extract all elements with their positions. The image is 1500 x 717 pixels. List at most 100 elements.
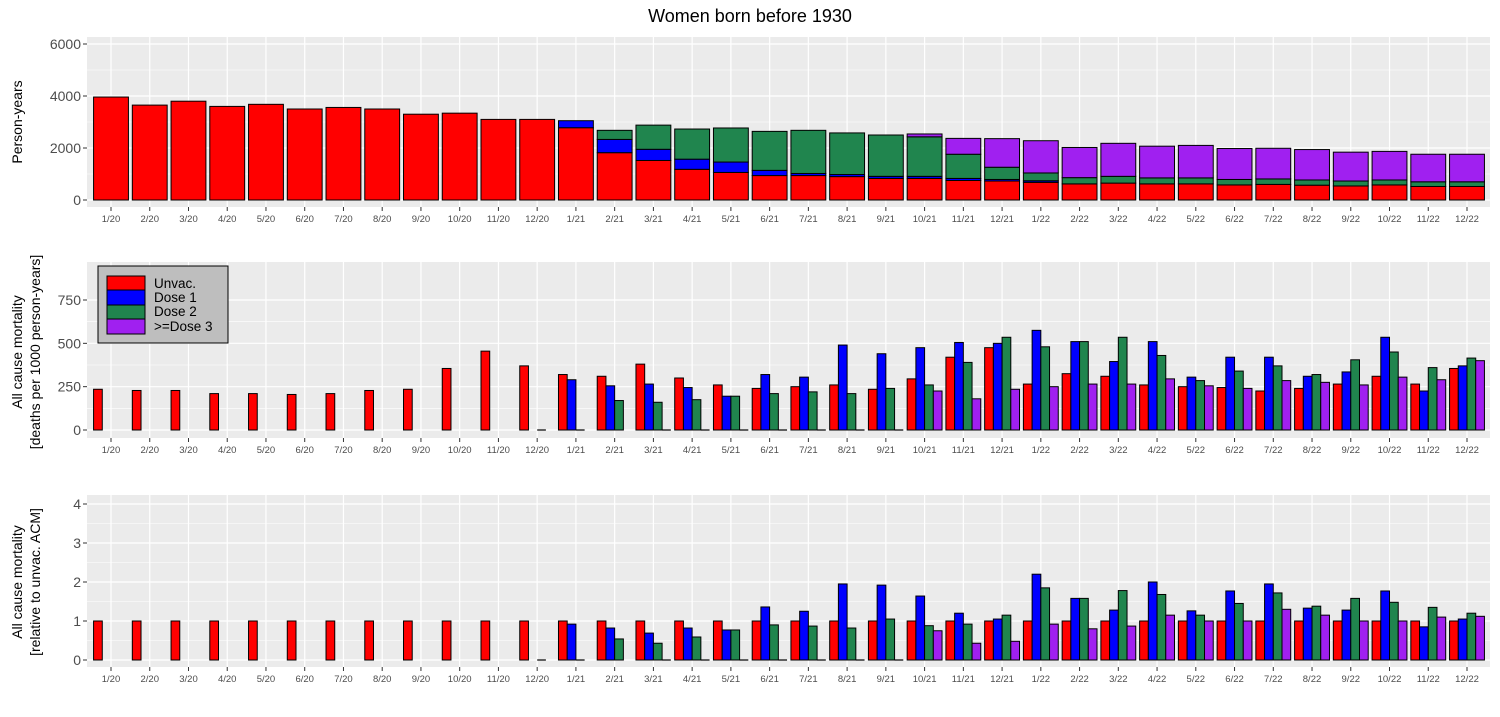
- bar-unvac-2-21: [596, 620, 607, 661]
- bar-dose-2-4-22: [1156, 354, 1167, 431]
- bar-unvac-10-22: [1371, 375, 1382, 431]
- bar-dose-1-5-21: [712, 161, 749, 173]
- bar-dose-1-1-21: [566, 623, 577, 661]
- x-tick-label: 8/21: [838, 674, 857, 685]
- bar-dose-3-5-22: [1204, 620, 1214, 661]
- bar-unvac-9-22: [1332, 620, 1343, 661]
- bar-unvac-3-21: [635, 159, 672, 201]
- bar-unvac-12-21: [984, 620, 994, 661]
- bar-dose-2-9-21: [885, 387, 896, 431]
- bar-unvac-9-21: [867, 388, 878, 431]
- bar-dose-3-4-22: [1139, 145, 1175, 179]
- x-tick-label: 11/20: [487, 445, 510, 456]
- bar-dose-2-2-22: [1079, 597, 1089, 661]
- bar-dose-1-12-22: [1457, 365, 1468, 431]
- bar-dose-3-11-22: [1410, 153, 1447, 183]
- x-tick-label: 3/21: [644, 445, 663, 456]
- x-tick-label: 9/21: [877, 214, 896, 225]
- y-tick-label: 750: [58, 292, 82, 308]
- bar-unvac-12-20: [519, 365, 529, 431]
- bar-unvac-12-21: [984, 180, 1021, 201]
- bar-dose-1-7-22: [1264, 583, 1274, 661]
- bar-dose-2-2-21: [596, 129, 633, 140]
- bar-dose-3-6-22: [1242, 620, 1253, 661]
- bar-unvac-5-21: [712, 620, 723, 661]
- x-tick-label: 1/20: [102, 674, 121, 685]
- legend-label-dose-2: Dose 2: [154, 304, 197, 319]
- x-tick-label: 3/20: [179, 674, 198, 685]
- bar-dose-2-6-21: [751, 130, 788, 171]
- x-tick-label: 10/22: [1378, 214, 1402, 225]
- x-tick-label: 2/21: [605, 445, 624, 456]
- x-tick-label: 3/22: [1109, 445, 1128, 456]
- bar-dose-1-6-21: [760, 374, 771, 431]
- bar-dose-2-9-22: [1350, 597, 1360, 661]
- bar-dose-2-11-22: [1410, 181, 1447, 187]
- bar-unvac-1-22: [1022, 181, 1059, 201]
- bar-unvac-3-20: [170, 100, 207, 201]
- bar-dose-3-7-22: [1255, 147, 1292, 180]
- bar-unvac-8-20: [364, 389, 374, 431]
- bar-dose-2-12-22: [1466, 357, 1477, 431]
- bar-dose-1-11-21: [954, 341, 964, 431]
- bar-dose-2-11-22: [1427, 367, 1438, 431]
- bar-dose-3-3-22: [1126, 625, 1137, 661]
- bar-unvac-7-20: [325, 620, 336, 661]
- x-tick-label: 2/20: [140, 214, 159, 225]
- bar-dose-2-9-21: [867, 134, 904, 177]
- x-tick-label: 10/20: [448, 674, 472, 685]
- bars: [93, 573, 1485, 661]
- bar-dose-3-10-22: [1397, 376, 1408, 431]
- bar-unvac-3-20: [170, 620, 181, 661]
- x-tick-label: 3/22: [1109, 214, 1128, 225]
- bar-dose-2-8-21: [846, 627, 857, 661]
- x-tick-label: 3/21: [644, 674, 663, 685]
- bar-dose-2-12-21: [1001, 336, 1012, 431]
- bar-unvac-7-21: [790, 620, 801, 661]
- bar-dose-2-12-22: [1449, 181, 1485, 187]
- bar-dose-1-7-21: [799, 610, 809, 661]
- bar-dose-3-1-22: [1049, 623, 1059, 661]
- y-axis-label-line-2: [deaths per 1000 person-years]: [27, 255, 43, 450]
- bar-dose-2-7-22: [1272, 592, 1283, 661]
- bar-dose-2-3-22: [1100, 175, 1137, 184]
- bar-unvac-5-20: [248, 393, 258, 431]
- x-tick-label: 7/21: [799, 214, 818, 225]
- x-tick-label: 7/22: [1264, 674, 1283, 685]
- x-tick-label: 6/20: [295, 214, 314, 225]
- x-tick-label: 3/22: [1109, 674, 1128, 685]
- bar-dose-2-9-21: [885, 618, 896, 661]
- bar-dose-2-4-21: [691, 399, 702, 431]
- bar-dose-2-3-21: [652, 642, 663, 661]
- bar-unvac-7-21: [790, 386, 801, 431]
- y-tick-label: 4000: [50, 88, 81, 104]
- legend-label-dose-3: >=Dose 3: [154, 319, 213, 334]
- x-tick-label: 12/22: [1455, 445, 1479, 456]
- bar-unvac-7-22: [1255, 183, 1292, 201]
- bar-dose-2-5-21: [730, 629, 741, 661]
- bar-dose-2-5-22: [1177, 177, 1214, 185]
- x-tick-label: 11/22: [1417, 445, 1440, 456]
- bar-dose-2-5-22: [1195, 614, 1206, 661]
- bar-dose-2-7-21: [807, 625, 818, 661]
- bar-dose-1-9-22: [1341, 371, 1352, 431]
- bar-dose-2-10-21: [924, 384, 934, 431]
- bar-dose-1-1-21: [566, 379, 577, 431]
- bar-unvac-2-21: [596, 375, 607, 431]
- x-tick-label: 6/22: [1225, 214, 1244, 225]
- bar-dose-3-7-22: [1281, 380, 1292, 431]
- bar-unvac-2-20: [131, 389, 142, 431]
- bar-unvac-10-20: [441, 112, 478, 201]
- bar-dose-2-3-22: [1117, 336, 1128, 431]
- x-tick-label: 5/22: [1187, 214, 1206, 225]
- x-tick-label: 8/20: [373, 214, 392, 225]
- x-tick-label: 8/21: [838, 214, 857, 225]
- bar-dose-2-8-22: [1311, 605, 1322, 661]
- bar-dose-1-7-21: [799, 376, 809, 431]
- panel-relative-mortality: All cause mortality [relative to unvac. …: [9, 495, 1490, 685]
- bar-dose-1-4-21: [674, 158, 711, 170]
- bar-unvac-10-21: [906, 177, 943, 201]
- x-tick-label: 2/22: [1070, 445, 1089, 456]
- bar-dose-2-11-21: [962, 623, 973, 661]
